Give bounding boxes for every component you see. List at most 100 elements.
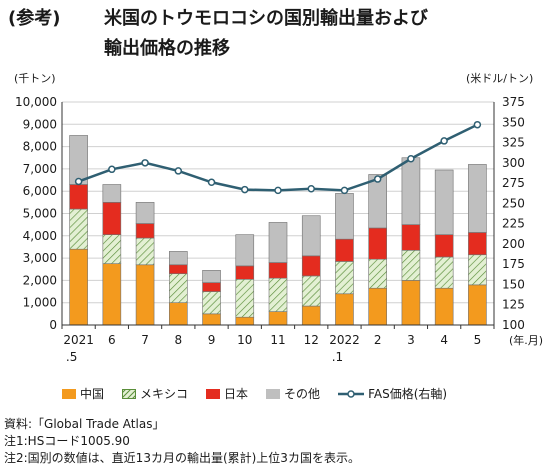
bar-segment [135,264,155,326]
y-right-tick-label: 300 [502,156,525,170]
x-axis-unit: (年.月) [509,333,543,347]
y-right-tick-label: 225 [502,217,525,231]
bar-segment [169,302,188,326]
bar-segment [102,234,122,264]
bar-segment [135,202,155,224]
legend-item-other: その他 [266,385,320,402]
bar-segment [268,277,288,312]
bar-segment [235,234,255,267]
legend: 中国 メキシコ 日本 その他 FAS価格(右軸) [62,385,465,402]
legend-label-mexico: メキシコ [140,387,189,401]
axes [61,102,495,329]
fas-price-point [440,137,448,145]
x-tick-label: .5 [66,350,77,364]
chart-title: (参考) 米国のトウモロコシの国別輸出量および 輸出価格の推移 [8,4,428,64]
bar-segment [268,222,288,263]
y-left-tick-label: 2,000 [23,273,57,287]
fas-price-point [373,175,382,183]
legend-label-china: 中国 [80,387,105,401]
bar-segment [301,305,321,326]
bar-segment [368,174,387,229]
bar-segment [335,293,354,326]
title-line-2: 輸出価格の推移 [104,38,230,59]
fas-price-point [141,159,149,167]
bar-segment [301,275,321,307]
bar-segment [468,284,487,326]
y-left-tick-label: 7,000 [23,162,57,176]
note-1: 注1:HSコード1005.90 [4,434,130,448]
legend-item-china: 中国 [62,385,104,402]
bar-segment [301,215,321,257]
fas-price-point [407,155,415,163]
bar-segment [235,265,255,280]
y-right-tick-label: 275 [502,176,525,190]
tick-labels: 0 1,000 2,000 3,000 4,000 5,000 6,000 7,000 8,00… [15,95,543,364]
title-line-1: 米国のトウモロコシの国別輸出量および [104,8,428,29]
notes: 資料:「Global Trade Atlas」 注1:HSコード1005.90 … [4,416,360,467]
y-right-tick-label: 125 [502,298,525,312]
x-tick-label: 2022 [329,333,360,347]
y-right-tick-label: 325 [502,136,525,150]
legend-item-japan: 日本 [206,385,248,402]
bar-segment [69,248,88,326]
x-tick-label: .1 [332,350,343,364]
bar-segment [102,263,122,326]
bar-segment [235,316,255,326]
legend-line-marker [338,389,365,398]
fas-price-point [307,185,315,193]
x-tick-label: 5 [474,333,482,347]
price-line [74,120,482,195]
bar-segment [434,287,454,326]
y-left-tick-label: 3,000 [23,251,57,265]
bar-segment [169,273,188,303]
bar-segment [102,184,122,203]
x-tick-label: 7 [141,333,149,347]
bar-segment [368,258,387,289]
bar-segment [401,157,421,225]
x-tick-label: 3 [407,333,415,347]
legend-label-fas-price: FAS価格(右軸) [368,387,448,401]
y-right-tick-label: 175 [502,257,525,271]
bar-segment [335,261,354,295]
note-2: 注2:国別の数値は、直近13カ月の輸出量(累計)上位3カ国を表示。 [4,451,360,465]
legend-label-other: その他 [284,387,321,401]
y-left-tick-label: 5,000 [23,207,57,221]
y-left-tick-label: 6,000 [23,184,57,198]
fas-price-point [241,185,249,194]
fas-price-point [74,177,83,186]
legend-item-fas-price: FAS価格(右軸) [338,385,447,402]
bar-segment [368,227,387,260]
x-tick-label: 6 [108,333,116,347]
bar-segment [335,193,354,240]
x-tick-label: 10 [237,333,252,347]
bar-segment [102,202,122,235]
fas-price-point [274,186,282,195]
x-tick-label: 12 [304,333,319,347]
x-tick-label: 2021 [63,333,94,347]
title-tag: (参考) [8,8,61,29]
bar-segment [401,224,421,251]
bar-segment [335,238,354,262]
bar-segment [434,256,454,289]
legend-swatch-china [62,388,76,399]
bar-segment [468,254,487,286]
bar-segment [202,282,221,292]
bar-segment [434,234,454,258]
bar-segment [401,249,421,281]
legend-swatch-japan [206,388,221,399]
x-tick-label: 4 [440,333,448,347]
y-right-tick-label: 150 [502,277,525,291]
bar-segment [368,287,387,326]
y-left-tick-label: 1,000 [23,296,57,310]
bar-segment [169,264,188,275]
fas-price-point [340,186,349,195]
y-left-tick-label: 0 [49,318,57,332]
bar-segment [169,251,188,266]
fas-price-point [174,167,183,175]
bar-segment [468,232,487,256]
y-right-tick-label: 250 [502,196,525,210]
bar-segment [202,313,221,326]
bar-segment [202,291,221,315]
x-tick-label: 9 [208,333,216,347]
bar-segment [401,280,421,326]
